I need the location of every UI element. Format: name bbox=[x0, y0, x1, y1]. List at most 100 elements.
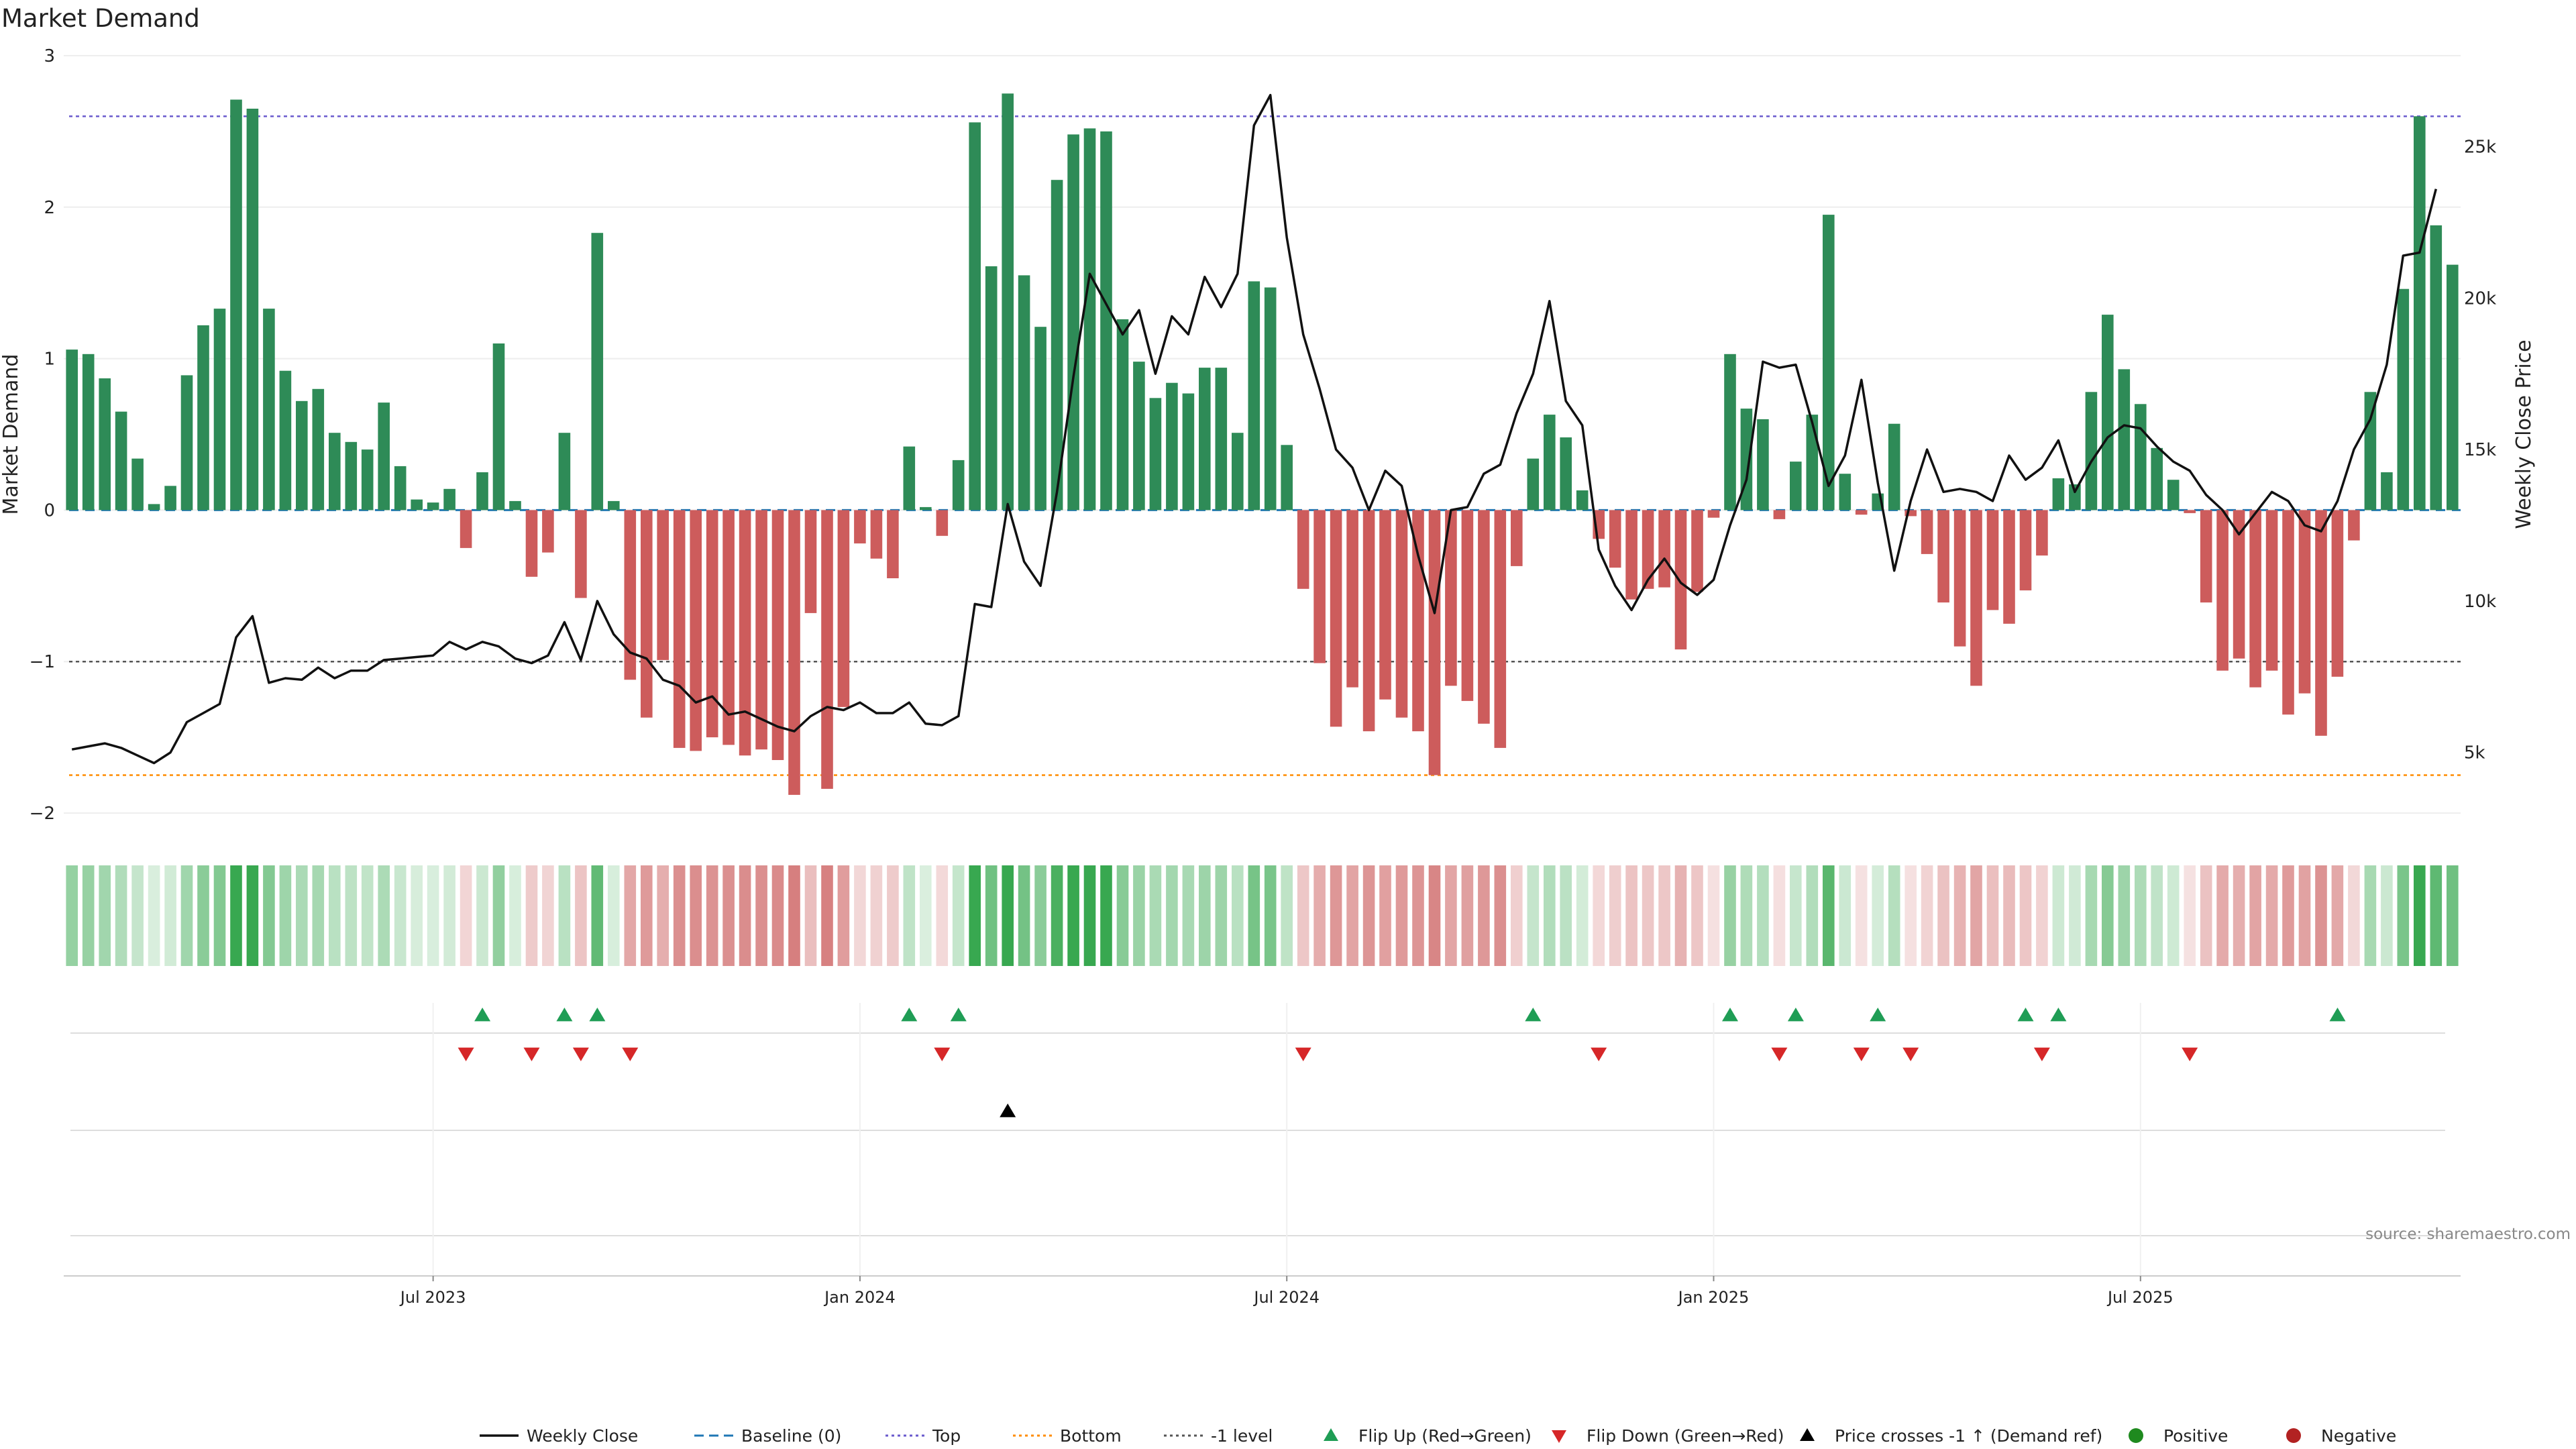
demand-bar-65 bbox=[1133, 362, 1145, 511]
legend-item-9: Negative bbox=[2286, 1426, 2396, 1446]
y-tick-right-4: 25k bbox=[2464, 137, 2496, 157]
demand-bar-69 bbox=[1199, 368, 1211, 511]
demand-bar-143 bbox=[2414, 116, 2426, 511]
demand-bar-15 bbox=[312, 388, 325, 511]
heat-cell-111 bbox=[1888, 865, 1900, 966]
demand-bar-7 bbox=[180, 375, 193, 511]
heat-cell-76 bbox=[1313, 865, 1326, 966]
heat-cell-87 bbox=[1494, 865, 1507, 966]
demand-bar-70 bbox=[1215, 368, 1228, 511]
demand-bar-131 bbox=[2216, 510, 2229, 671]
heat-cell-129 bbox=[2184, 865, 2196, 966]
price-line bbox=[71, 93, 2437, 765]
demand-bar-48 bbox=[854, 510, 866, 544]
flip-down-marker-7 bbox=[1771, 1047, 1788, 1061]
flip-up-marker-11 bbox=[2329, 1008, 2346, 1022]
demand-bar-102 bbox=[1740, 409, 1753, 511]
y-tick-right-3: 20k bbox=[2464, 288, 2496, 309]
heat-cell-127 bbox=[2151, 865, 2163, 966]
flip-down-marker-0 bbox=[458, 1047, 474, 1061]
heat-cell-131 bbox=[2216, 865, 2229, 966]
heat-cell-142 bbox=[2397, 865, 2410, 966]
x-tick-label-1: Jan 2024 bbox=[823, 1288, 896, 1307]
heat-cell-60 bbox=[1051, 865, 1063, 966]
heat-cell-38 bbox=[690, 865, 702, 966]
demand-bar-3 bbox=[115, 411, 127, 511]
heat-cell-113 bbox=[1921, 865, 1933, 966]
heat-cell-126 bbox=[2135, 865, 2147, 966]
heat-cell-97 bbox=[1658, 865, 1670, 966]
heat-cell-91 bbox=[1560, 865, 1572, 966]
demand-bar-66 bbox=[1149, 398, 1162, 511]
demand-bar-115 bbox=[1953, 510, 1966, 647]
demand-bar-109 bbox=[1855, 510, 1868, 515]
heat-cell-134 bbox=[2265, 865, 2278, 966]
legend-label-1: Baseline (0) bbox=[741, 1426, 841, 1446]
demand-bar-40 bbox=[722, 510, 735, 745]
flip-up-marker-5 bbox=[1525, 1008, 1542, 1022]
demand-bar-39 bbox=[706, 510, 718, 738]
heat-cell-34 bbox=[624, 865, 637, 966]
demand-bar-63 bbox=[1100, 131, 1112, 511]
heat-cell-39 bbox=[706, 865, 718, 966]
heat-cell-75 bbox=[1297, 865, 1309, 966]
heat-cell-130 bbox=[2200, 865, 2212, 966]
heat-cell-112 bbox=[1904, 865, 1917, 966]
heat-cell-62 bbox=[1083, 865, 1096, 966]
demand-bar-24 bbox=[460, 510, 472, 548]
legend-label-7: Price crosses -1 ↑ (Demand ref) bbox=[1835, 1426, 2102, 1446]
demand-bar-36 bbox=[657, 510, 669, 660]
demand-bar-114 bbox=[1937, 510, 1949, 603]
demand-bar-127 bbox=[2151, 447, 2163, 511]
demand-bar-145 bbox=[2447, 264, 2459, 511]
heat-cell-141 bbox=[2381, 865, 2393, 966]
demand-bar-92 bbox=[1576, 490, 1589, 511]
heat-cell-9 bbox=[213, 865, 226, 966]
demand-bar-73 bbox=[1264, 287, 1277, 511]
demand-bar-44 bbox=[788, 510, 800, 795]
heat-cell-67 bbox=[1166, 865, 1178, 966]
legend-swatch-9 bbox=[2286, 1428, 2301, 1443]
demand-bar-4 bbox=[131, 458, 144, 511]
demand-bar-125 bbox=[2118, 369, 2131, 511]
demand-bar-43 bbox=[771, 510, 784, 760]
heat-cell-105 bbox=[1790, 865, 1802, 966]
demand-bar-79 bbox=[1362, 510, 1375, 732]
y-axis-label-left: Market Demand bbox=[0, 354, 23, 515]
demand-bar-10 bbox=[230, 99, 242, 511]
heat-cell-42 bbox=[755, 865, 767, 966]
y-tick-right-1: 10k bbox=[2464, 592, 2496, 612]
demand-bar-97 bbox=[1658, 510, 1670, 588]
heat-cell-20 bbox=[394, 865, 407, 966]
heat-cell-86 bbox=[1478, 865, 1490, 966]
legend-swatch-8 bbox=[2129, 1428, 2143, 1443]
heat-cell-82 bbox=[1412, 865, 1424, 966]
heat-cell-16 bbox=[329, 865, 341, 966]
demand-bar-89 bbox=[1527, 458, 1540, 511]
heat-cell-90 bbox=[1544, 865, 1556, 966]
event-markers bbox=[70, 1003, 2445, 1276]
heat-cell-118 bbox=[2003, 865, 2015, 966]
legend-item-4: -1 level bbox=[1164, 1426, 1273, 1446]
heat-cell-41 bbox=[739, 865, 751, 966]
demand-bar-118 bbox=[2003, 510, 2015, 624]
heat-cell-25 bbox=[476, 865, 488, 966]
demand-bar-32 bbox=[591, 233, 604, 511]
heat-cell-31 bbox=[575, 865, 587, 966]
legend-label-3: Bottom bbox=[1060, 1426, 1122, 1446]
demand-bar-50 bbox=[887, 510, 899, 578]
demand-bar-82 bbox=[1412, 510, 1424, 732]
heat-cell-94 bbox=[1609, 865, 1621, 966]
heat-cell-45 bbox=[804, 865, 817, 966]
legend-label-5: Flip Up (Red→Green) bbox=[1358, 1426, 1532, 1446]
demand-bar-45 bbox=[804, 510, 817, 613]
heat-cell-116 bbox=[1970, 865, 1982, 966]
heat-cell-125 bbox=[2118, 865, 2131, 966]
x-tick-label-0: Jul 2023 bbox=[399, 1288, 466, 1307]
demand-bar-128 bbox=[2167, 480, 2180, 511]
heat-cell-71 bbox=[1232, 865, 1244, 966]
demand-bar-141 bbox=[2381, 472, 2393, 511]
demand-bar-100 bbox=[1707, 510, 1720, 518]
demand-bar-104 bbox=[1773, 510, 1786, 519]
demand-bar-120 bbox=[2036, 510, 2048, 556]
